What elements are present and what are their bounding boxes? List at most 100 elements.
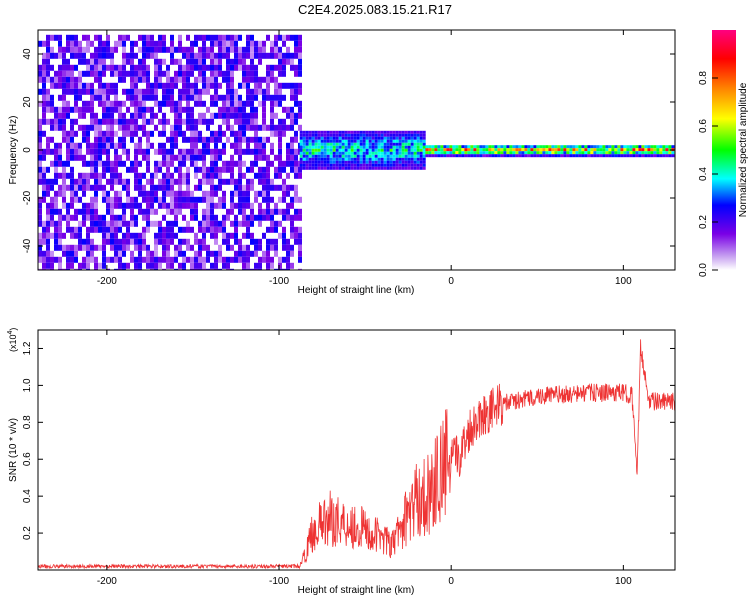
heatmap-cell	[290, 214, 294, 221]
heatmap-cell	[238, 172, 242, 179]
heatmap-cell	[166, 70, 170, 77]
heatmap-cell	[353, 166, 357, 170]
heatmap-cell	[226, 166, 230, 173]
heatmap-cell	[162, 160, 166, 167]
heatmap-cell	[210, 118, 214, 125]
heatmap-cell	[130, 76, 134, 83]
heatmap-cell	[46, 214, 50, 221]
heatmap-cell	[210, 76, 214, 83]
heatmap-cell	[226, 208, 230, 215]
heatmap-cell	[234, 136, 238, 143]
heatmap-cell	[392, 154, 396, 158]
heatmap-cell	[50, 94, 54, 101]
heatmap-cell	[374, 166, 378, 170]
heatmap-cell	[58, 214, 62, 221]
heatmap-cell	[226, 40, 230, 47]
heatmap-cell	[186, 58, 190, 65]
heatmap-cell	[274, 76, 278, 83]
heatmap-cell	[278, 262, 282, 269]
heatmap-cell	[66, 130, 70, 137]
heatmap-cell	[623, 151, 627, 155]
heatmap-cell	[254, 112, 258, 119]
heatmap-cell	[198, 118, 202, 125]
heatmap-cell	[262, 166, 266, 173]
heatmap-cell	[110, 70, 114, 77]
heatmap-cell	[174, 208, 178, 215]
heatmap-cell	[66, 214, 70, 221]
heatmap-cell	[58, 70, 62, 77]
heatmap-cell	[314, 139, 318, 143]
heatmap-cell	[86, 208, 90, 215]
heatmap-cell	[202, 220, 206, 227]
heatmap-cell	[383, 130, 387, 134]
heatmap-cell	[174, 130, 178, 137]
heatmap-cell	[190, 190, 194, 197]
heatmap-cell	[210, 250, 214, 257]
heatmap-cell	[258, 76, 262, 83]
heatmap-cell	[126, 52, 130, 59]
heatmap-cell	[398, 130, 402, 134]
heatmap-cell	[413, 148, 417, 152]
heatmap-cell	[335, 166, 339, 170]
heatmap-cell	[66, 40, 70, 47]
heatmap-cell	[632, 145, 636, 149]
heatmap-cell	[262, 76, 266, 83]
heatmap-cell	[338, 148, 342, 152]
heatmap-cell	[389, 154, 393, 158]
heatmap-cell	[246, 244, 250, 251]
heatmap-cell	[362, 163, 366, 167]
heatmap-cell	[110, 232, 114, 239]
heatmap-cell	[66, 46, 70, 53]
heatmap-cell	[114, 130, 118, 137]
heatmap-cell	[638, 154, 642, 158]
heatmap-cell	[386, 142, 390, 146]
heatmap-cell	[90, 112, 94, 119]
heatmap-cell	[347, 154, 351, 158]
heatmap-cell	[90, 202, 94, 209]
heatmap-cell	[380, 133, 384, 137]
heatmap-cell	[584, 154, 588, 158]
heatmap-cell	[150, 142, 154, 149]
heatmap-cell	[266, 190, 270, 197]
heatmap-cell	[54, 148, 58, 155]
heatmap-cell	[425, 145, 429, 149]
heatmap-cell	[206, 190, 210, 197]
heatmap-cell	[186, 220, 190, 227]
heatmap-cell	[214, 172, 218, 179]
heatmap-cell	[186, 88, 190, 95]
heatmap-cell	[182, 172, 186, 179]
heatmap-cell	[602, 145, 606, 149]
heatmap-cell	[365, 151, 369, 155]
heatmap-cell	[557, 148, 561, 152]
heatmap-cell	[94, 190, 98, 197]
heatmap-cell	[70, 166, 74, 173]
heatmap-cell	[102, 148, 106, 155]
heatmap-cell	[138, 112, 142, 119]
heatmap-cell	[118, 136, 122, 143]
heatmap-cell	[410, 151, 414, 155]
heatmap-cell	[347, 160, 351, 164]
heatmap-cell	[122, 160, 126, 167]
heatmap-cell	[286, 172, 290, 179]
heatmap-cell	[174, 76, 178, 83]
heatmap-cell	[162, 172, 166, 179]
heatmap-cell	[347, 145, 351, 149]
heatmap-cell	[162, 34, 166, 41]
heatmap-cell	[404, 145, 408, 149]
heatmap-cell	[262, 148, 266, 155]
heatmap-cell	[202, 172, 206, 179]
heatmap-cell	[258, 208, 262, 215]
heatmap-cell	[210, 52, 214, 59]
heatmap-cell	[42, 178, 46, 185]
heatmap-cell	[214, 130, 218, 137]
heatmap-cell	[575, 148, 579, 152]
heatmap-cell	[641, 151, 645, 155]
heatmap-cell	[332, 139, 336, 143]
heatmap-cell	[258, 136, 262, 143]
heatmap-cell	[290, 136, 294, 143]
heatmap-cell	[74, 256, 78, 263]
heatmap-cell	[46, 220, 50, 227]
heatmap-cell	[162, 118, 166, 125]
heatmap-cell	[461, 145, 465, 149]
